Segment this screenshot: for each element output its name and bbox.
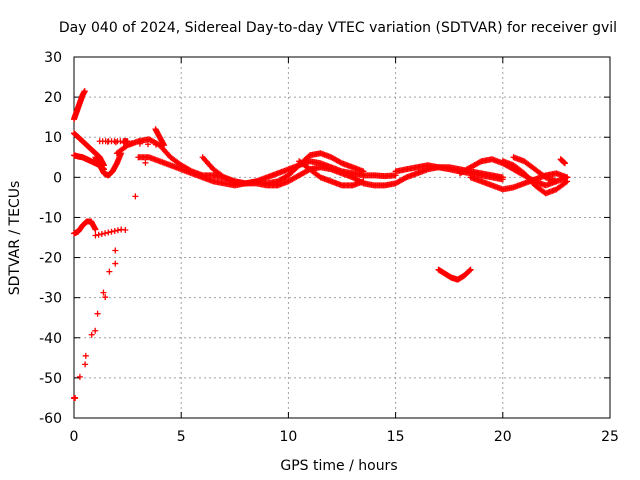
data-point (76, 373, 83, 380)
grid-lines (74, 57, 610, 418)
data-point (92, 232, 99, 239)
y-tick-label: 30 (44, 50, 62, 66)
data-point (499, 176, 506, 183)
series-arc-early-decline (71, 130, 108, 169)
series-arc-dip-near-1h (92, 150, 125, 179)
y-tick-label: -40 (39, 331, 62, 347)
data-point (88, 331, 95, 338)
data-point (477, 159, 484, 166)
x-tick-label: 10 (279, 429, 297, 445)
data-point (114, 227, 121, 234)
data-point (124, 138, 131, 145)
data-point (95, 231, 102, 238)
series-isolated-points (71, 126, 168, 401)
x-tick-label: 20 (494, 429, 512, 445)
data-point (401, 175, 408, 182)
data-point (106, 268, 113, 275)
x-tick-label: 5 (177, 429, 186, 445)
data-point (82, 352, 89, 359)
data-point (98, 230, 105, 237)
y-tick-label: -30 (39, 291, 62, 307)
x-tick-label: 15 (387, 429, 405, 445)
data-marks (71, 88, 571, 401)
data-point (142, 159, 149, 166)
data-point (144, 141, 151, 148)
data-point (132, 193, 139, 200)
data-point (92, 226, 99, 233)
x-axis-label: GPS time / hours (280, 458, 397, 474)
data-point (337, 159, 344, 166)
series-arc-late-flat (392, 162, 506, 183)
data-point (564, 174, 571, 181)
data-point (105, 229, 112, 236)
data-point (100, 289, 107, 296)
data-point (72, 394, 79, 401)
data-point (153, 141, 160, 148)
data-point (161, 142, 168, 149)
chart-title: Day 040 of 2024, Sidereal Day-to-day VTE… (59, 20, 617, 36)
y-tick-label: -50 (39, 371, 62, 387)
data-point (102, 294, 109, 301)
data-point (92, 327, 99, 334)
data-point (466, 267, 473, 274)
y-tick-label: -60 (39, 411, 62, 427)
y-tick-label: -10 (39, 210, 62, 226)
x-tick-label: 25 (601, 429, 619, 445)
y-axis-label: SDTVAR / TECUs (7, 181, 23, 296)
series-arc-negative-vee (435, 266, 474, 283)
data-point (122, 226, 129, 233)
data-point (128, 140, 135, 147)
data-point (360, 178, 367, 185)
data-point (136, 140, 143, 147)
plot-frame (73, 56, 611, 419)
series-arc-late-cross-3 (467, 170, 571, 193)
series-arc-main-d (296, 158, 367, 189)
y-tick-label: 10 (44, 130, 62, 146)
data-point (112, 247, 119, 254)
y-tick-label: 20 (44, 90, 62, 106)
series-arc-steep-rise (71, 88, 88, 123)
data-point (82, 361, 89, 368)
data-point (467, 266, 474, 273)
data-point (111, 227, 118, 234)
data-point (561, 160, 568, 167)
y-tick-label: 0 (53, 170, 62, 186)
data-point (112, 260, 119, 267)
data-point (108, 228, 115, 235)
data-point (81, 88, 88, 95)
x-tick-label: 0 (70, 429, 79, 445)
data-point (94, 310, 101, 317)
x-axis-ticks: 0 5 10 15 20 25 (70, 57, 619, 445)
series-arc-negative-early (71, 218, 99, 237)
series-arc-late-short (557, 156, 568, 167)
data-point (102, 230, 109, 237)
y-axis-ticks: 30 20 10 0 -10 -20 -30 -40 -50 -60 (39, 50, 610, 427)
y-tick-label: -20 (39, 251, 62, 267)
